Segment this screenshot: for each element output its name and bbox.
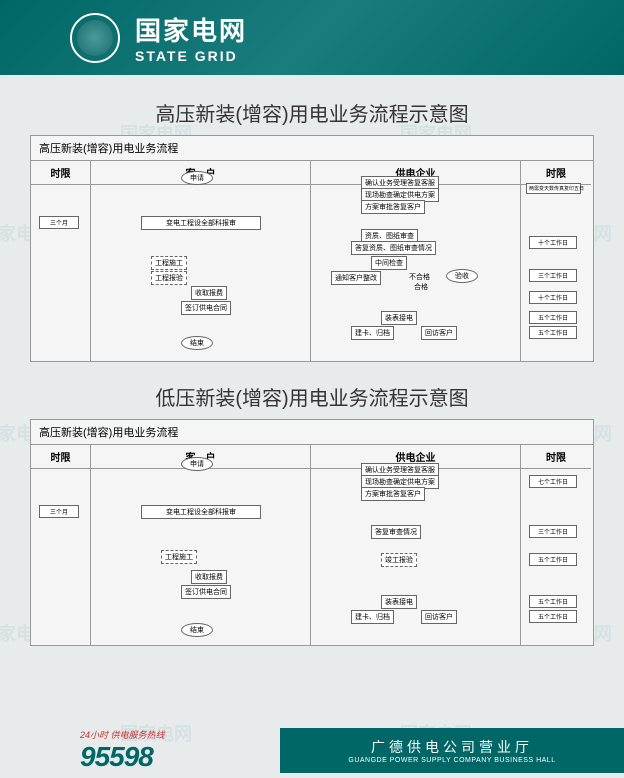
- chart2-col-supply: 供电企业 确认业务受理答复客服 现场勘查确定供电方案 方案审批答复客户 答复审查…: [311, 445, 521, 645]
- flow-node: 回访客户: [421, 610, 457, 624]
- logo-icon: [70, 13, 120, 63]
- footer-banner-en: GUANGDE POWER SUPPLY COMPANY BUSINESS HA…: [348, 757, 555, 764]
- header: 国家电网 STATE GRID: [0, 0, 624, 75]
- chart2-col-time-left: 时限 三个月: [31, 445, 91, 645]
- chart2-col-time-right: 时限 七个工作日 三个工作日 五个工作日 五个工作日 五个工作日: [521, 445, 591, 645]
- time-node: 三个工作日: [529, 269, 577, 282]
- flow-label: 合格: [411, 281, 431, 293]
- chart1-title: 高压新装(增容)用电业务流程示意图: [30, 98, 594, 127]
- chart1-col-time-right: 时限 两需变天数传真复印五日 十个工作日 三个工作日 十个工作日 五个工作日 五…: [521, 161, 591, 361]
- time-node: 五个工作日: [529, 311, 577, 324]
- chart1-body: 时限 三个月 客 户 申请 变电工程设全部科报审 工程施工 工程报验 收取报费 …: [31, 161, 593, 361]
- chart2-container: 高压新装(增容)用电业务流程 时限 三个月 客 户 申请 变电工程设全部科报审 …: [30, 419, 594, 646]
- company-name-cn: 国家电网: [135, 11, 247, 48]
- flow-node: 工程施工: [151, 256, 187, 270]
- time-node: 五个工作日: [529, 610, 577, 623]
- flow-node-end: 结束: [181, 336, 213, 350]
- chart2-body: 时限 三个月 客 户 申请 变电工程设全部科报审 工程施工 收取报费 签订供电合…: [31, 445, 593, 645]
- flow-node: 验收: [446, 269, 478, 283]
- flow-node: 方案审批答复客户: [361, 200, 425, 214]
- hotline-block: 24小时 供电服务热线 95598: [0, 728, 280, 773]
- flow-node: 建卡、归档: [351, 326, 394, 340]
- flow-node: 装表接电: [381, 311, 417, 325]
- footer-banner-cn: 广德供电公司营业厅: [371, 737, 533, 757]
- flow-node-apply: 申请: [181, 171, 213, 185]
- flow-node: 答复审查情况: [371, 525, 421, 539]
- flow-node-apply: 申请: [181, 457, 213, 471]
- content-area: 高压新装(增容)用电业务流程示意图 高压新装(增容)用电业务流程 时限 三个月 …: [0, 75, 624, 681]
- chart2-title: 低压新装(增容)用电业务流程示意图: [30, 382, 594, 411]
- time-node: 十个工作日: [529, 236, 577, 249]
- flow-node: 建卡、归档: [351, 610, 394, 624]
- flow-node: 装表接电: [381, 595, 417, 609]
- flow-node: 答复资质、图纸审查情况: [351, 241, 436, 255]
- flow-node: 收取报费: [191, 286, 227, 300]
- col-header: 时限: [31, 445, 90, 469]
- flow-node: 变电工程设全部科报审: [141, 505, 261, 519]
- flow-node: 收取报费: [191, 570, 227, 584]
- time-node: 十个工作日: [529, 291, 577, 304]
- time-node: 五个工作日: [529, 553, 577, 566]
- footer: 24小时 供电服务热线 95598 广德供电公司营业厅 GUANGDE POWE…: [0, 723, 624, 778]
- chart1-col-time-left: 时限 三个月: [31, 161, 91, 361]
- company-name-en: STATE GRID: [135, 48, 247, 64]
- col-header: 时限: [521, 445, 591, 469]
- hotline-number: 95598: [80, 741, 280, 773]
- chart1-col-supply: 供电企业 确认业务受理答复客服 现场勘查确定供电方案 方案审批答复客户 资质、图…: [311, 161, 521, 361]
- footer-banner: 广德供电公司营业厅 GUANGDE POWER SUPPLY COMPANY B…: [280, 728, 624, 773]
- flow-node: 回访客户: [421, 326, 457, 340]
- flow-node: 通知客户整改: [331, 271, 381, 285]
- flow-node: 工程施工: [161, 550, 197, 564]
- chart1-col-customer: 客 户 申请 变电工程设全部科报审 工程施工 工程报验 收取报费 签订供电合同 …: [91, 161, 311, 361]
- time-node: 三个工作日: [529, 525, 577, 538]
- flow-node: 变电工程设全部科报审: [141, 216, 261, 230]
- time-node: 五个工作日: [529, 595, 577, 608]
- col-header: 时限: [521, 161, 591, 185]
- flow-node-end: 结束: [181, 623, 213, 637]
- chart1-container: 高压新装(增容)用电业务流程 时限 三个月 客 户 申请 变电工程设全部科报审 …: [30, 135, 594, 362]
- time-node: 五个工作日: [529, 326, 577, 339]
- time-node: 三个月: [39, 505, 79, 518]
- chart2-subtitle: 高压新装(增容)用电业务流程: [31, 420, 593, 445]
- company-name: 国家电网 STATE GRID: [135, 11, 247, 64]
- flow-node: 中间检查: [371, 256, 407, 270]
- chart1-subtitle: 高压新装(增容)用电业务流程: [31, 136, 593, 161]
- flow-node: 工程报验: [151, 271, 187, 285]
- time-node: 两需变天数传真复印五日: [526, 183, 581, 194]
- hotline-label: 24小时 供电服务热线: [80, 728, 280, 741]
- flow-node: 竣工报验: [381, 553, 417, 567]
- time-node: 三个月: [39, 216, 79, 229]
- col-header: 时限: [31, 161, 90, 185]
- time-node: 七个工作日: [529, 475, 577, 488]
- flow-node: 签订供电合同: [181, 585, 231, 599]
- flow-node: 签订供电合同: [181, 301, 231, 315]
- chart2-col-customer: 客 户 申请 变电工程设全部科报审 工程施工 收取报费 签订供电合同 结束: [91, 445, 311, 645]
- flow-node: 方案审批答复客户: [361, 487, 425, 501]
